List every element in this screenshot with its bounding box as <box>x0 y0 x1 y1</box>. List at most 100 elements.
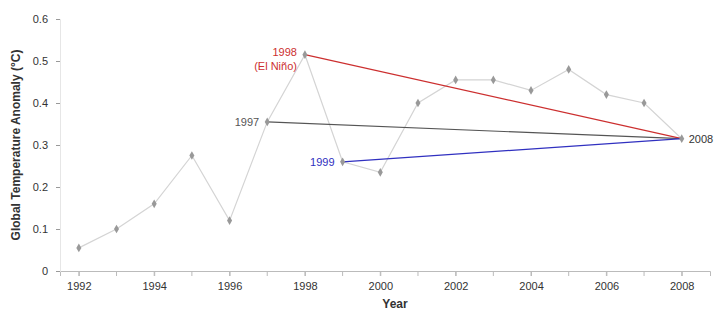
marker <box>642 99 647 108</box>
x-minor-tick <box>455 271 456 276</box>
x-tick-label: 2004 <box>519 280 543 292</box>
x-axis-title: Year <box>382 297 408 311</box>
y-tick-label: 0 <box>42 265 48 277</box>
marker <box>227 216 232 225</box>
x-minor-tick <box>568 271 569 276</box>
y-tick-mark <box>56 103 60 104</box>
x-minor-tick <box>417 271 418 276</box>
marker <box>265 118 270 127</box>
marker <box>415 99 420 108</box>
x-minor-tick <box>116 271 117 276</box>
x-tick-mark <box>154 271 155 276</box>
chart: 1992 1994 1996 1998 2000 2002 2004 2006 2008 0 0.1… <box>0 0 720 320</box>
y-tick-label: 0.6 <box>33 13 48 25</box>
y-tick-mark <box>56 145 60 146</box>
x-tick-label: 1998 <box>293 280 317 292</box>
y-tick-mark <box>56 229 60 230</box>
marker <box>528 86 533 95</box>
x-tick: 2004 <box>519 271 543 292</box>
y-axis: 0 0.1 0.2 0.3 0.4 0.5 0.6 <box>33 13 61 277</box>
end-label: 2008 <box>689 133 713 145</box>
marker <box>152 199 157 208</box>
x-minor-tick <box>681 271 682 276</box>
y-tick-label: 0.1 <box>33 223 48 235</box>
marker <box>340 157 345 166</box>
x-axis-line <box>61 272 711 277</box>
trend-lines <box>267 55 681 162</box>
x-tick-mark <box>79 271 80 276</box>
x-tick: 1994 <box>142 271 166 292</box>
y-tick: 0.2 <box>33 181 60 193</box>
x-tick-mark <box>305 271 306 276</box>
x-tick-mark <box>531 271 532 276</box>
x-minor-tick <box>644 271 645 276</box>
x-tick-mark <box>380 271 381 276</box>
y-tick-mark <box>56 271 60 272</box>
y-tick-mark <box>56 61 60 62</box>
y-tick: 0.1 <box>33 223 60 235</box>
x-tick-label: 2008 <box>670 280 694 292</box>
x-tick-label: 2000 <box>369 280 393 292</box>
x-minor-tick <box>531 271 532 276</box>
x-tick-label: 1994 <box>142 280 166 292</box>
x-minor-tick <box>304 271 305 276</box>
x-minor-tick <box>380 271 381 276</box>
annotation-label: 1997 <box>235 116 259 128</box>
x-tick-label: 2002 <box>444 280 468 292</box>
annotation-labels: 1997 1998 (El Niño) 1999 2008 <box>235 46 713 168</box>
marker <box>189 151 194 160</box>
x-minor-tick <box>229 271 230 276</box>
x-tick: 2000 <box>369 271 393 292</box>
annotation-label: 1999 <box>310 156 334 168</box>
y-tick-label: 0.4 <box>33 97 48 109</box>
marker <box>604 90 609 99</box>
x-minor-ticks <box>79 271 682 276</box>
plot-area <box>76 50 684 252</box>
x-tick: 2002 <box>444 271 468 292</box>
marker <box>566 65 571 74</box>
x-tick: 1998 <box>293 271 317 292</box>
x-tick-label: 1992 <box>67 280 91 292</box>
x-tick-mark <box>230 271 231 276</box>
marker <box>114 225 119 234</box>
x-minor-tick <box>493 271 494 276</box>
x-tick-mark <box>606 271 607 276</box>
y-tick-label: 0.2 <box>33 181 48 193</box>
x-tick-label: 2006 <box>595 280 619 292</box>
x-tick-mark <box>456 271 457 276</box>
x-tick: 1992 <box>67 271 91 292</box>
y-tick-mark <box>56 19 60 20</box>
y-tick-label: 0.5 <box>33 55 48 67</box>
trend-line <box>343 139 682 162</box>
marker <box>302 50 307 59</box>
x-tick-label: 1996 <box>218 280 242 292</box>
y-tick: 0.5 <box>33 55 60 67</box>
marker <box>76 244 81 253</box>
marker <box>378 168 383 177</box>
data-line <box>79 55 682 248</box>
trend-line <box>305 55 682 139</box>
x-axis: 1992 1994 1996 1998 2000 2002 2004 2006 2008 <box>61 271 711 292</box>
markers <box>76 50 684 252</box>
y-tick-label: 0.3 <box>33 139 48 151</box>
marker <box>679 134 684 143</box>
y-axis-title: Global Temperature Anomaly (°C) <box>9 50 23 241</box>
y-tick: 0.4 <box>33 97 60 109</box>
x-minor-tick <box>267 271 268 276</box>
x-tick: 2008 <box>670 271 694 292</box>
y-tick: 0 <box>42 265 60 277</box>
x-minor-tick <box>606 271 607 276</box>
marker <box>491 76 496 85</box>
y-tick: 0.3 <box>33 139 60 151</box>
x-minor-tick <box>154 271 155 276</box>
annotation-note: (El Niño) <box>254 60 297 72</box>
annotation-label: 1998 <box>272 46 296 58</box>
x-minor-tick <box>78 271 79 276</box>
y-tick-mark <box>56 187 60 188</box>
x-minor-tick <box>342 271 343 276</box>
x-tick: 1996 <box>218 271 242 292</box>
x-minor-tick <box>191 271 192 276</box>
x-tick: 2006 <box>595 271 619 292</box>
y-tick: 0.6 <box>33 13 60 25</box>
x-tick-mark <box>682 271 683 276</box>
